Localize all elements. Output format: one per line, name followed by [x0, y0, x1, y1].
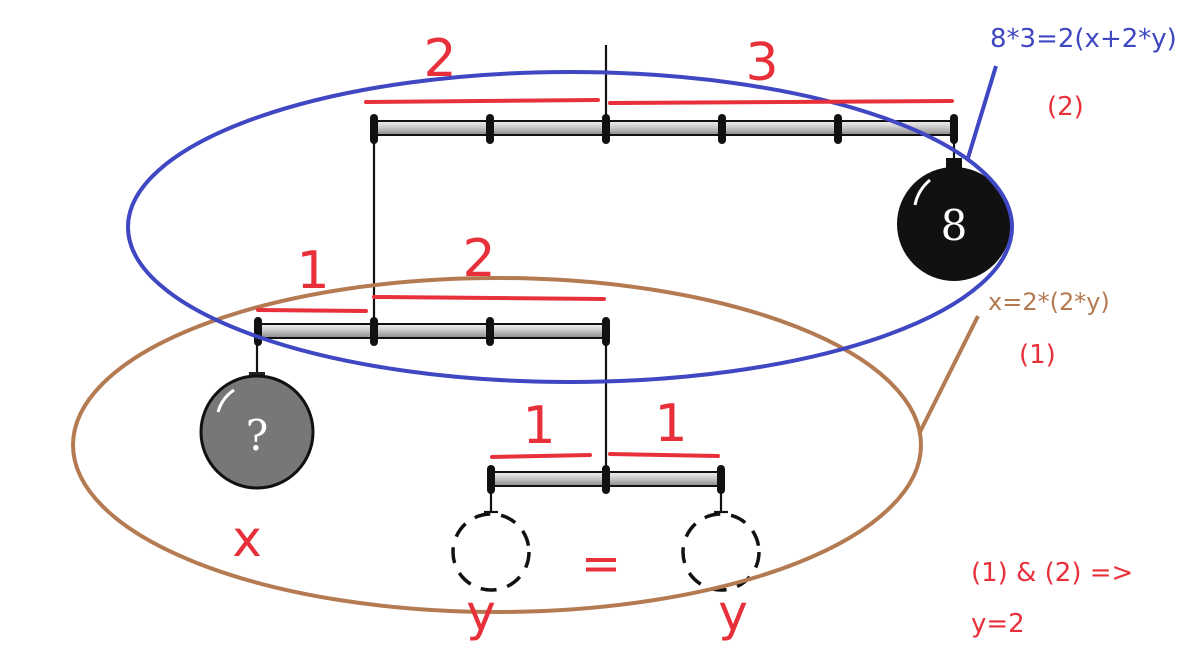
- blue-ellipse-equation-2: [126, 70, 1014, 384]
- top-right-arm-length: 3: [745, 33, 778, 93]
- bomb-known-weight: 8: [897, 158, 1011, 281]
- equation-1-tag: (1): [1019, 340, 1056, 370]
- equation-2-tag: (2): [1047, 92, 1084, 122]
- top-left-arm-length: 2: [423, 29, 456, 89]
- bomb-unknown-label: ?: [246, 411, 269, 460]
- equation-2-text: 8*3=2(x+2*y): [990, 24, 1177, 54]
- bomb-known-label: 8: [941, 201, 968, 250]
- middle-right-arm-length: 2: [462, 229, 495, 289]
- bottom-right-arm-length: 1: [654, 394, 687, 454]
- conclusion-line-2: y=2: [971, 609, 1025, 639]
- blue-pointer-line: [966, 65, 998, 159]
- middle-beam: [254, 317, 610, 346]
- conclusion-line-1: (1) & (2) =>: [971, 558, 1133, 588]
- equals-sign: =: [581, 536, 621, 592]
- circle-left-label-y: y: [466, 584, 496, 642]
- bottom-beam: [487, 465, 725, 494]
- unknown-weight-circle-left: [451, 512, 531, 592]
- arm-length-lines: [256, 98, 954, 459]
- unknown-weight-label-x: x: [232, 510, 262, 568]
- brown-ellipse-equation-1: [71, 276, 923, 614]
- brown-pointer-line: [918, 315, 980, 433]
- top-beam: [370, 114, 958, 144]
- bottom-left-arm-length: 1: [522, 396, 555, 456]
- bomb-unknown-weight: ?: [199, 372, 315, 490]
- equation-1-text: x=2*(2*y): [988, 288, 1110, 316]
- middle-left-arm-length: 1: [296, 241, 329, 301]
- unknown-weight-circle-right: [681, 512, 761, 592]
- circle-right-label-y: y: [718, 584, 748, 642]
